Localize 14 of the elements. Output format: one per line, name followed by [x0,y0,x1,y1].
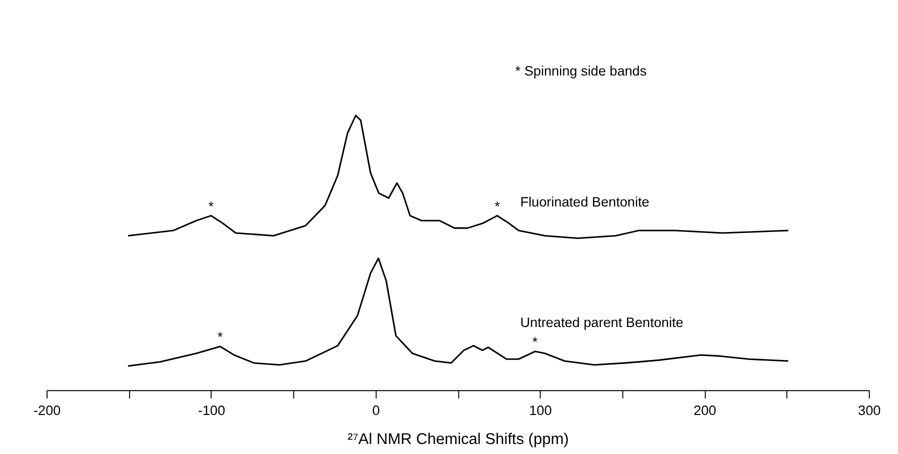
x-tick-label: -200 [33,402,62,418]
series-label: Fluorinated Bentonite [520,194,650,210]
text: * Spinning side bands [515,64,647,79]
annotation: * [208,198,214,214]
annotation: * [494,198,501,214]
x-tick-label: 0 [372,402,380,418]
x-tick-label: 200 [694,402,717,418]
annotation: * [532,334,538,350]
series-label: Untreated parent Bentonite [520,315,684,330]
x-tick-label: 300 [858,402,882,418]
x-tick-label: 100 [529,402,552,418]
x-axis-title: ²⁷Al NMR Chemical Shifts (ppm) [348,431,569,448]
annotation: * [217,330,224,345]
x-tick-label: -100 [198,402,226,418]
